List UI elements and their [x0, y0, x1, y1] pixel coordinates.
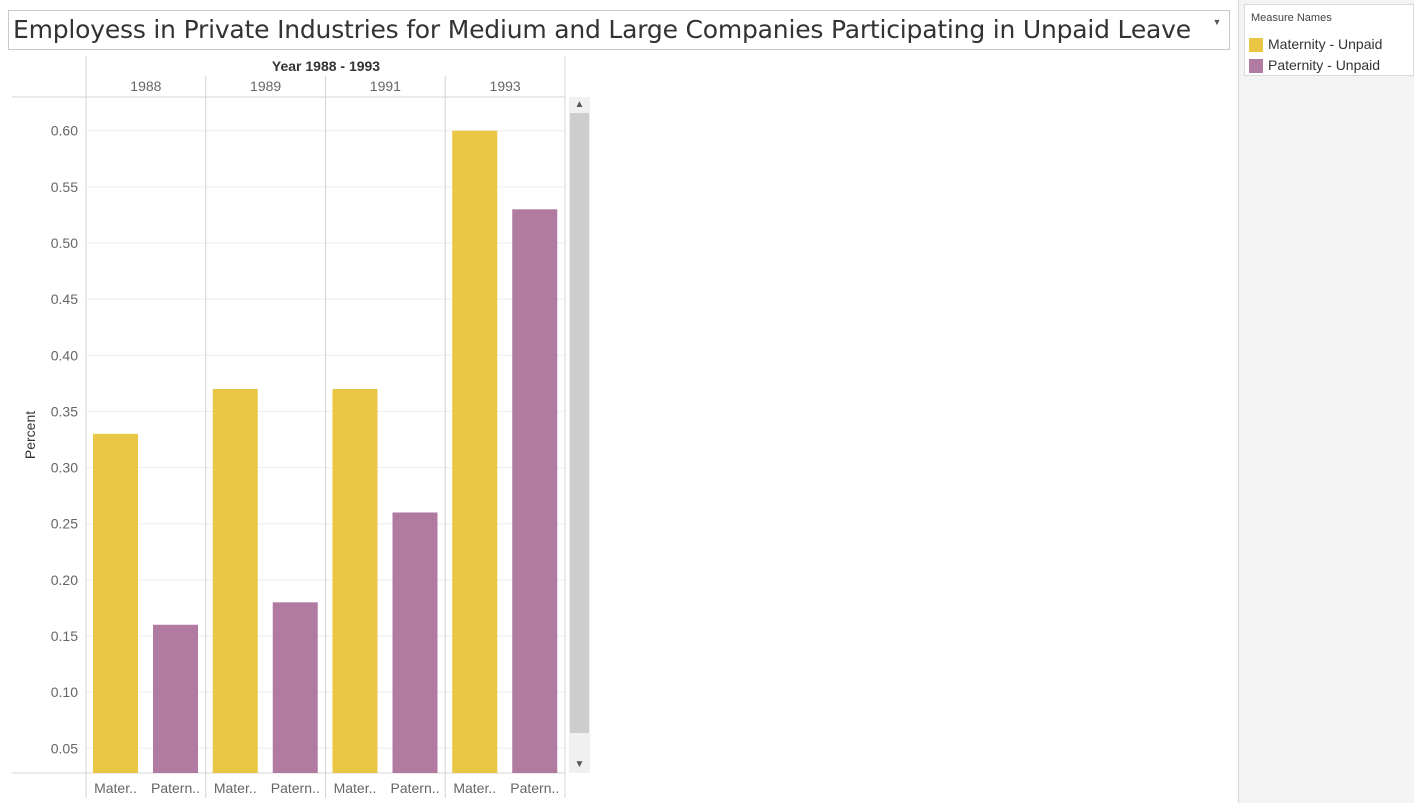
right-pane [1239, 0, 1414, 803]
y-tick-label: 0.35 [51, 403, 78, 419]
chart-title: Employess in Private Industries for Medi… [13, 15, 1191, 44]
vertical-scrollbar[interactable]: ▲ ▼ [569, 97, 590, 773]
bar-label: Mater.. [94, 780, 137, 796]
y-axis-label: Percent [22, 411, 38, 459]
y-tick-label: 0.40 [51, 347, 78, 363]
bar-label: Patern.. [390, 780, 439, 796]
legend-swatch [1249, 59, 1263, 73]
bar-paternity [153, 624, 198, 773]
bar-chart: 0.05 0.10 0.15 0.20 0.25 0.30 0.35 0.40 0.45 0.50… [12, 56, 566, 798]
bar-label: Mater.. [334, 780, 377, 796]
y-tick-label: 0.30 [51, 460, 78, 476]
bar-paternity [392, 512, 438, 773]
y-tick-labels: 0.05 0.10 0.15 0.20 0.25 0.30 0.35 0.40 0.45 0.50… [51, 123, 78, 757]
bar-label: Mater.. [453, 780, 496, 796]
chevron-down-icon[interactable]: ▼ [1212, 17, 1222, 27]
legend-label: Maternity - Unpaid [1268, 36, 1383, 52]
y-tick-label: 0.55 [51, 179, 78, 195]
column-header-title: Year 1988 - 1993 [272, 58, 380, 74]
bar-paternity [272, 602, 318, 773]
bars [93, 130, 558, 773]
scroll-thumb[interactable] [570, 113, 589, 733]
legend: Measure Names Maternity - Unpaid Paterni… [1244, 4, 1414, 76]
legend-item-maternity[interactable]: Maternity - Unpaid [1249, 36, 1409, 54]
bar-paternity [512, 209, 558, 773]
bar-label: Patern.. [151, 780, 200, 796]
legend-swatch [1249, 38, 1263, 52]
y-tick-label: 0.20 [51, 572, 78, 588]
y-tick-label: 0.45 [51, 291, 78, 307]
y-tick-label: 0.05 [51, 740, 78, 756]
bar-label: Patern.. [510, 780, 559, 796]
y-tick-label: 0.25 [51, 516, 78, 532]
y-tick-label: 0.60 [51, 123, 78, 139]
bar-label: Patern.. [271, 780, 320, 796]
y-tick-label: 0.10 [51, 684, 78, 700]
pane-divider [1238, 0, 1239, 803]
legend-label: Paternity - Unpaid [1268, 57, 1381, 73]
legend-item-paternity[interactable]: Paternity - Unpaid [1249, 57, 1409, 75]
y-tick-label: 0.50 [51, 235, 78, 251]
column-header: 1991 [370, 78, 401, 94]
bar-maternity [93, 433, 138, 773]
y-tick-label: 0.15 [51, 628, 78, 644]
title-box: Employess in Private Industries for Medi… [8, 10, 1230, 50]
bar-maternity [212, 388, 258, 773]
column-headers: 1988 1989 1991 1993 [130, 78, 521, 94]
scroll-down-icon[interactable]: ▼ [574, 759, 585, 770]
column-header: 1993 [490, 78, 521, 94]
legend-title: Measure Names [1251, 12, 1332, 24]
bar-maternity [332, 388, 378, 773]
bar-labels: Mater.. Patern.. Mater.. Patern.. Mater.. Pat… [94, 780, 559, 796]
bar-maternity [452, 130, 498, 773]
scroll-up-icon[interactable]: ▲ [574, 99, 585, 110]
column-header: 1989 [250, 78, 281, 94]
bar-label: Mater.. [214, 780, 257, 796]
column-header: 1988 [130, 78, 161, 94]
